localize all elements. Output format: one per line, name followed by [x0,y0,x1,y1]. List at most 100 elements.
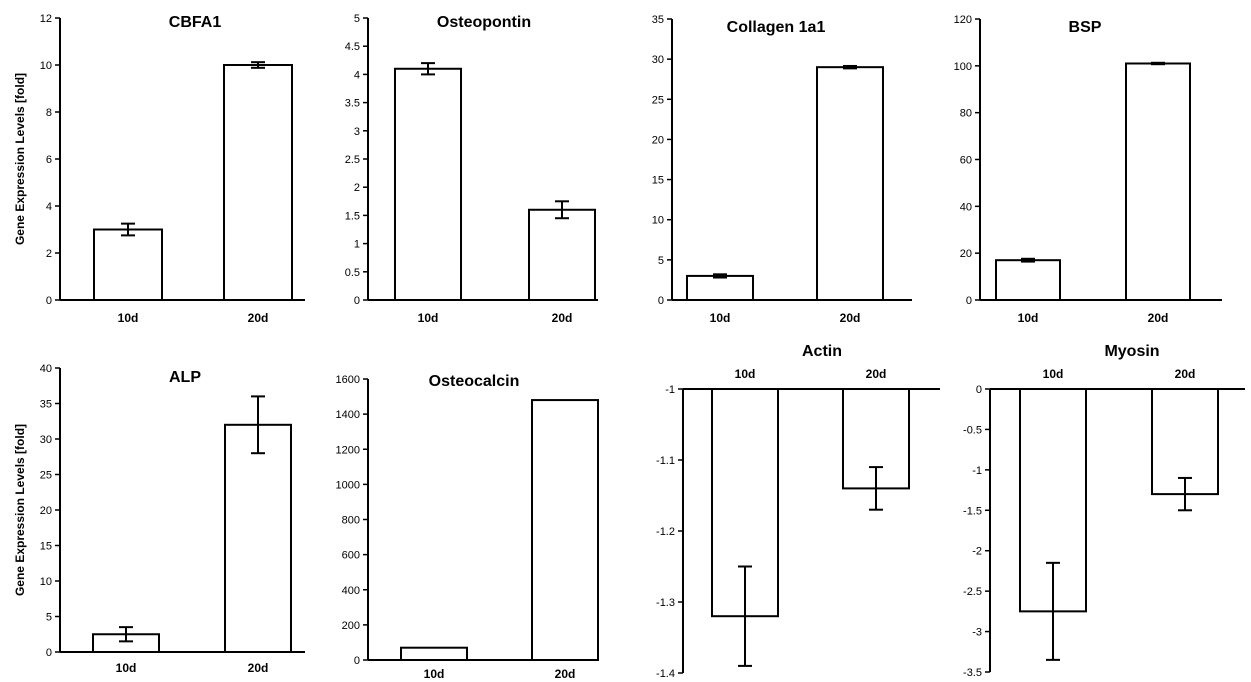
chart-title: ALP [169,369,201,386]
bar [223,64,293,301]
y-tick-label: 100 [954,61,972,73]
y-tick-label: 0 [354,295,360,307]
bar [1125,62,1191,301]
y-tick-label: 3.5 [345,98,360,110]
y-tick-label: 1000 [336,479,360,491]
category-label: 10d [1043,367,1064,381]
y-tick-label: 120 [954,14,972,26]
y-tick-label: -1.3 [656,597,675,609]
y-tick-label: 1600 [336,374,360,386]
bar [400,646,468,661]
category-label: 20d [866,367,887,381]
category-label: 10d [118,311,139,325]
y-tick-label: 1 [354,239,360,251]
y-axis-label: Gene Expression Levels [fold] [13,424,27,596]
bar [1151,388,1219,496]
category-label: 20d [248,311,269,325]
y-tick-label: 0 [354,655,360,667]
y-tick-label: 6 [46,154,52,166]
y-tick-label: 30 [652,54,664,66]
y-tick-label: 1.5 [345,210,360,222]
y-tick-label: 400 [342,585,360,597]
y-tick-label: 0 [976,384,982,396]
category-label: 10d [418,311,439,325]
y-tick-label: 40 [40,363,52,375]
y-tick-label: 15 [652,175,664,187]
y-tick-label: 5 [658,255,664,267]
y-tick-label: -0.5 [963,424,982,436]
category-label: 10d [735,367,756,381]
y-tick-label: 35 [652,14,664,26]
chart-title: Actin [802,343,842,360]
category-label: 20d [555,667,576,681]
category-label: 20d [248,661,269,675]
y-tick-label: 1400 [336,409,360,421]
y-tick-label: 20 [960,248,972,260]
y-tick-label: -1.2 [656,526,675,538]
chart-title: CBFA1 [169,14,222,31]
y-tick-label: 40 [960,201,972,213]
y-tick-label: 12 [40,13,52,25]
chart-title: Myosin [1104,343,1159,360]
y-tick-label: 0 [966,295,972,307]
y-tick-label: 60 [960,155,972,167]
y-tick-label: 1200 [336,444,360,456]
y-tick-label: -1 [665,384,675,396]
chart-title: Osteopontin [437,14,531,31]
y-tick-label: 25 [40,470,52,482]
y-tick-label: 2 [354,182,360,194]
y-axis-label: Gene Expression Levels [fold] [13,73,27,245]
y-tick-label: -3 [972,627,982,639]
bar [531,399,599,661]
y-tick-label: 5 [354,13,360,25]
y-tick-label: 4 [354,69,360,81]
y-tick-label: -2.5 [963,586,982,598]
bar [686,274,754,301]
chart-title: BSP [1069,19,1102,36]
category-label: 20d [1175,367,1196,381]
bar [93,228,163,301]
y-tick-label: 20 [652,134,664,146]
y-tick-label: 800 [342,515,360,527]
y-tick-label: 5 [46,612,52,624]
chart-title: Collagen 1a1 [727,19,826,36]
y-tick-label: 25 [652,94,664,106]
y-tick-label: 4.5 [345,41,360,53]
y-tick-label: 4 [46,201,52,213]
y-tick-label: 10 [40,60,52,72]
y-tick-label: 30 [40,434,52,446]
y-tick-label: 3 [354,126,360,138]
y-tick-label: 200 [342,620,360,632]
y-tick-label: 2.5 [345,154,360,166]
y-tick-label: 15 [40,541,52,553]
y-tick-label: 0 [46,295,52,307]
bar [528,208,596,301]
category-label: 10d [1018,311,1039,325]
chart-title: Osteocalcin [429,373,520,390]
y-tick-label: 80 [960,108,972,120]
category-label: 10d [116,661,137,675]
y-tick-label: 0.5 [345,267,360,279]
bar [995,259,1061,302]
category-label: 20d [1148,311,1169,325]
y-tick-label: 0 [658,295,664,307]
y-tick-label: -1 [972,465,982,477]
y-tick-label: -1.4 [656,668,675,680]
y-tick-label: -2 [972,546,982,558]
y-tick-label: -1.1 [656,455,675,467]
category-label: 20d [552,311,573,325]
bar [816,66,884,301]
y-tick-label: 8 [46,107,52,119]
category-label: 10d [710,311,731,325]
y-tick-label: -3.5 [963,667,982,679]
y-tick-label: 10 [40,576,52,588]
category-label: 10d [424,667,445,681]
y-tick-label: 10 [652,215,664,227]
y-tick-label: 600 [342,550,360,562]
category-label: 20d [840,311,861,325]
y-tick-label: 20 [40,505,52,517]
bar [394,67,462,302]
bar [224,423,292,653]
y-tick-label: 35 [40,399,52,411]
y-tick-label: 0 [46,647,52,659]
